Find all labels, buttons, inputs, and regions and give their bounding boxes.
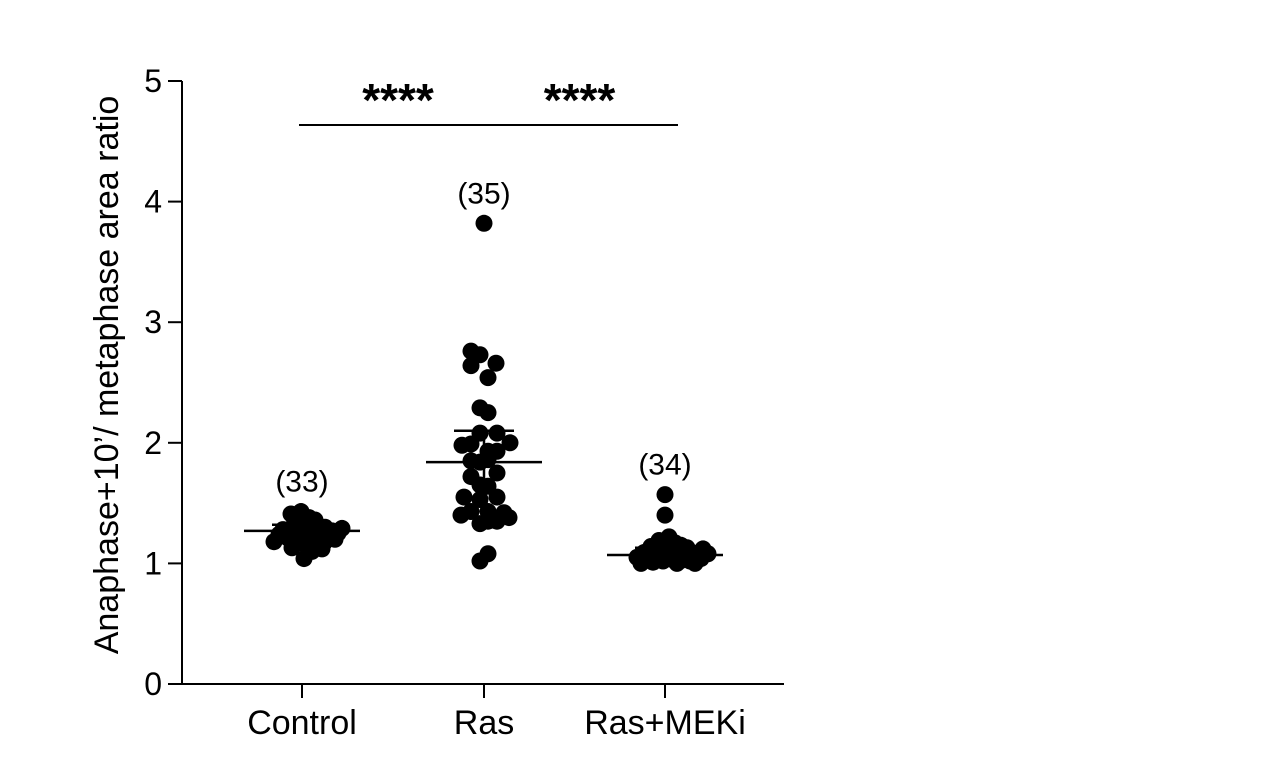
data-point xyxy=(479,512,497,530)
x-tick-label: Ras xyxy=(454,704,514,742)
group-n-label: (35) xyxy=(457,177,510,210)
data-point xyxy=(462,503,480,521)
data-point xyxy=(479,369,497,387)
y-tick-label: 4 xyxy=(144,184,162,220)
data-point xyxy=(462,435,480,453)
data-point xyxy=(479,404,497,422)
x-tick-label: Control xyxy=(247,704,357,742)
y-tick-label: 3 xyxy=(144,304,162,340)
data-point xyxy=(632,554,650,572)
x-tick-label: Ras+MEKi xyxy=(584,704,746,742)
data-point xyxy=(315,534,333,552)
data-point xyxy=(692,550,710,568)
data-point xyxy=(488,424,506,442)
mean-sd-bars xyxy=(244,429,723,562)
data-point xyxy=(475,214,493,232)
data-point xyxy=(487,354,505,372)
data-point xyxy=(656,506,674,524)
data-point xyxy=(455,488,473,506)
data-point xyxy=(471,552,489,570)
group-n-label: (34) xyxy=(638,449,691,482)
y-tick-label: 5 xyxy=(144,63,162,99)
y-axis-label: Anaphase+10’/ metaphase area ratio xyxy=(88,96,126,655)
data-point xyxy=(488,488,506,506)
data-point xyxy=(501,434,519,452)
significance-label: **** xyxy=(362,74,434,126)
significance-label: **** xyxy=(544,74,616,126)
data-point xyxy=(656,486,674,504)
significance-brackets: **** **** xyxy=(299,74,678,126)
y-tick-label: 2 xyxy=(144,425,162,461)
data-point xyxy=(488,464,506,482)
data-point xyxy=(333,519,351,537)
y-tick-label: 1 xyxy=(144,545,162,581)
group-n-label: (33) xyxy=(275,466,328,499)
axes: 0 1 2 3 4 5 Control Ras Ras+MEKi xyxy=(144,63,784,742)
group-n-labels: (33) (35) (34) xyxy=(275,177,691,498)
y-tick-label: 0 xyxy=(144,666,162,702)
data-point xyxy=(462,357,480,375)
